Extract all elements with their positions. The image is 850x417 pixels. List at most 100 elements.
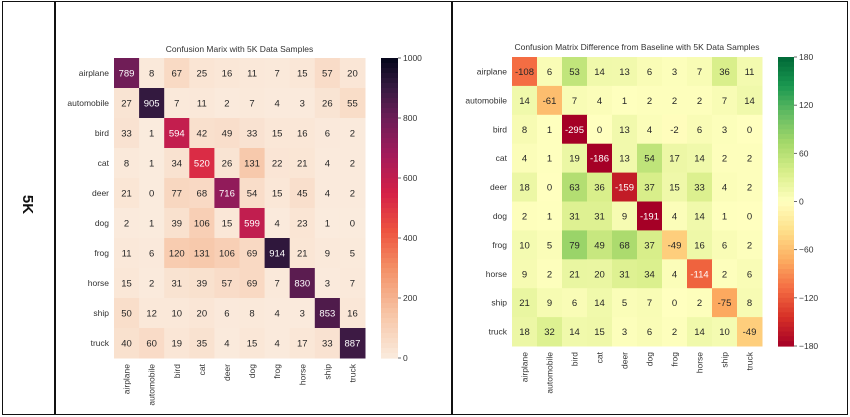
- cell-value-label: 6: [547, 67, 552, 78]
- cell-value-label: 68: [619, 240, 630, 251]
- colorbar-segment: [381, 298, 398, 304]
- cell-value-label: 34: [644, 269, 655, 280]
- colorbar-segment: [381, 98, 398, 104]
- heatmap-cell: [264, 328, 291, 359]
- heatmap-cell: [587, 143, 613, 174]
- cell-value-label: 60: [146, 339, 157, 350]
- colorbar-segment: [778, 288, 794, 294]
- heatmap-cell: [512, 230, 538, 260]
- heatmap-cell: [164, 88, 190, 119]
- cell-value-label: 31: [619, 269, 630, 280]
- heatmap-cell: [314, 268, 341, 299]
- heatmap-cell: [512, 172, 538, 202]
- colorbar-segment: [778, 220, 794, 227]
- colorbar-segment: [778, 312, 794, 318]
- colorbar-segment: [778, 187, 794, 193]
- heatmap-cell: [139, 178, 165, 209]
- cell-value-label: 2: [350, 129, 355, 140]
- colorbar-segment: [778, 148, 794, 154]
- heatmap-cell: [214, 238, 240, 269]
- colorbar-segment: [381, 248, 398, 254]
- heatmap-cell: [537, 143, 563, 174]
- heatmap-cell: [189, 268, 215, 299]
- cell-value-label: 789: [119, 69, 135, 80]
- cell-value-label: 0: [149, 189, 154, 200]
- colorbar-segment: [381, 173, 398, 179]
- colorbar-segment: [381, 93, 398, 99]
- y-tick-label: ship: [93, 308, 109, 318]
- heatmap-cell: [737, 230, 763, 260]
- heatmap-cell: [612, 288, 638, 318]
- colorbar-segment: [778, 119, 794, 126]
- colorbar-segment: [381, 253, 398, 259]
- colorbar-segment: [778, 85, 794, 92]
- heatmap-cell: [289, 238, 316, 269]
- colorbar-tick-label: 800: [403, 113, 417, 123]
- cell-value-label: 42: [197, 129, 208, 140]
- colorbar-segment: [381, 88, 398, 94]
- heatmap-cell: [537, 114, 563, 145]
- cell-value-label: 4: [647, 125, 652, 136]
- cell-value-label: 15: [669, 183, 680, 194]
- left-chart-cell: [54, 1, 453, 415]
- heatmap-cell: [189, 58, 215, 89]
- cell-value-label: 21: [121, 189, 132, 200]
- colorbar-segment: [381, 348, 398, 354]
- cell-value-label: 8: [249, 309, 254, 320]
- heatmap-cell: [512, 317, 538, 347]
- x-tick-label: frog: [670, 352, 680, 367]
- colorbar-segment: [778, 76, 794, 82]
- heatmap-cell: [687, 259, 713, 289]
- cell-value-label: 15: [272, 129, 283, 140]
- y-tick-label: deer: [490, 182, 507, 192]
- heatmap-cell: [264, 118, 291, 149]
- colorbar-segment: [778, 235, 794, 241]
- colorbar-segment: [381, 103, 398, 109]
- heatmap-cell: [637, 57, 663, 87]
- colorbar-segment: [778, 162, 794, 169]
- heatmap-cell: [612, 172, 638, 202]
- heatmap-cell: [662, 230, 688, 260]
- heatmap-cell: [737, 317, 763, 347]
- colorbar-segment: [778, 105, 794, 111]
- cell-value-label: 40: [121, 339, 132, 350]
- colorbar-segment: [381, 73, 398, 79]
- cell-value-label: 4: [275, 309, 280, 320]
- heatmap-cell: [562, 114, 588, 145]
- heatmap-cell: [114, 268, 140, 299]
- heatmap-cell: [314, 328, 341, 359]
- colorbar-segment: [381, 318, 398, 324]
- heatmap-cell: [662, 114, 688, 145]
- cell-value-label: 31: [569, 211, 580, 222]
- cell-value-label: 50: [121, 309, 132, 320]
- colorbar-segment: [778, 302, 794, 309]
- colorbar-segment: [778, 66, 794, 73]
- heatmap-cell: [239, 208, 266, 239]
- cell-value-label: 15: [247, 339, 258, 350]
- heatmap-cell: [139, 58, 165, 89]
- colorbar-tick-label: −180: [799, 341, 818, 351]
- heatmap-cell: [189, 208, 215, 239]
- cell-value-label: 10: [519, 240, 530, 251]
- heatmap-cell: [339, 88, 366, 119]
- cell-value-label: 17: [669, 154, 680, 165]
- heatmap-2: Confusion Matrix Difference from Baselin…: [465, 42, 818, 394]
- colorbar-segment: [381, 128, 398, 134]
- heatmap-cell: [537, 201, 563, 231]
- heatmap-cell: [587, 172, 613, 202]
- x-tick-label: bird: [570, 352, 580, 366]
- colorbar-segment: [778, 95, 794, 101]
- heatmap-cell: [264, 238, 291, 269]
- y-tick-label: automobile: [67, 98, 109, 108]
- heatmap-cell: [214, 208, 240, 239]
- heatmap-cell: [512, 143, 538, 174]
- cell-value-label: 1: [149, 159, 154, 170]
- cell-value-label: 67: [171, 69, 182, 80]
- heatmap-cell: [612, 85, 638, 116]
- heatmap-cell: [239, 238, 266, 269]
- cell-value-label: 53: [569, 67, 580, 78]
- heatmap-cell: [737, 143, 763, 174]
- cell-value-label: 2: [697, 298, 702, 309]
